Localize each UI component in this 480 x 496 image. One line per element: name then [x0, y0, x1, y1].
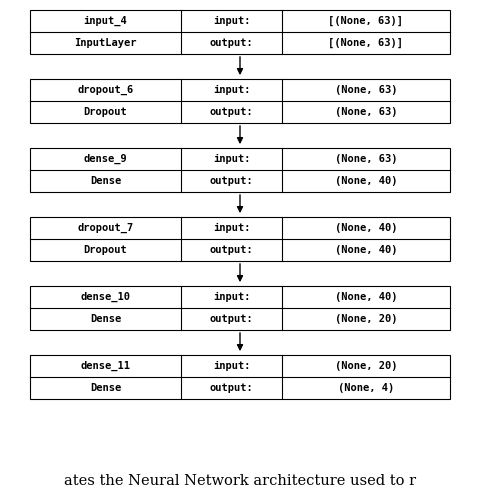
Text: Dense: Dense	[90, 314, 121, 324]
Text: dense_9: dense_9	[84, 154, 128, 164]
Text: input:: input:	[213, 154, 251, 164]
Bar	[30, 286, 450, 330]
Text: [(None, 63)]: [(None, 63)]	[328, 38, 404, 48]
Bar	[30, 148, 450, 192]
Text: dropout_6: dropout_6	[77, 85, 134, 95]
Text: dense_10: dense_10	[81, 292, 131, 302]
Text: InputLayer: InputLayer	[74, 38, 137, 48]
Text: output:: output:	[210, 107, 253, 117]
Text: input_4: input_4	[84, 16, 128, 26]
Text: [(None, 63)]: [(None, 63)]	[328, 16, 404, 26]
Text: output:: output:	[210, 314, 253, 324]
Text: (None, 63): (None, 63)	[335, 107, 397, 117]
Text: (None, 4): (None, 4)	[338, 383, 394, 393]
Text: (None, 63): (None, 63)	[335, 154, 397, 164]
Text: Dense: Dense	[90, 176, 121, 186]
Text: input:: input:	[213, 292, 251, 302]
Text: output:: output:	[210, 245, 253, 255]
Text: dense_11: dense_11	[81, 361, 131, 371]
Text: (None, 40): (None, 40)	[335, 223, 397, 233]
Text: Dense: Dense	[90, 383, 121, 393]
Text: input:: input:	[213, 361, 251, 371]
Text: input:: input:	[213, 223, 251, 233]
Text: output:: output:	[210, 176, 253, 186]
Text: (None, 40): (None, 40)	[335, 245, 397, 255]
Text: (None, 40): (None, 40)	[335, 176, 397, 186]
Text: (None, 20): (None, 20)	[335, 361, 397, 371]
Bar	[30, 79, 450, 123]
Bar	[30, 10, 450, 54]
Text: dropout_7: dropout_7	[77, 223, 134, 233]
Bar	[30, 355, 450, 399]
Text: input:: input:	[213, 16, 251, 26]
Text: Dropout: Dropout	[84, 245, 128, 255]
Bar	[30, 217, 450, 261]
Text: output:: output:	[210, 383, 253, 393]
Text: (None, 40): (None, 40)	[335, 292, 397, 302]
Text: Dropout: Dropout	[84, 107, 128, 117]
Text: output:: output:	[210, 38, 253, 48]
Text: (None, 63): (None, 63)	[335, 85, 397, 95]
Text: ates the Neural Network architecture used to r: ates the Neural Network architecture use…	[64, 474, 416, 488]
Text: (None, 20): (None, 20)	[335, 314, 397, 324]
Text: input:: input:	[213, 85, 251, 95]
